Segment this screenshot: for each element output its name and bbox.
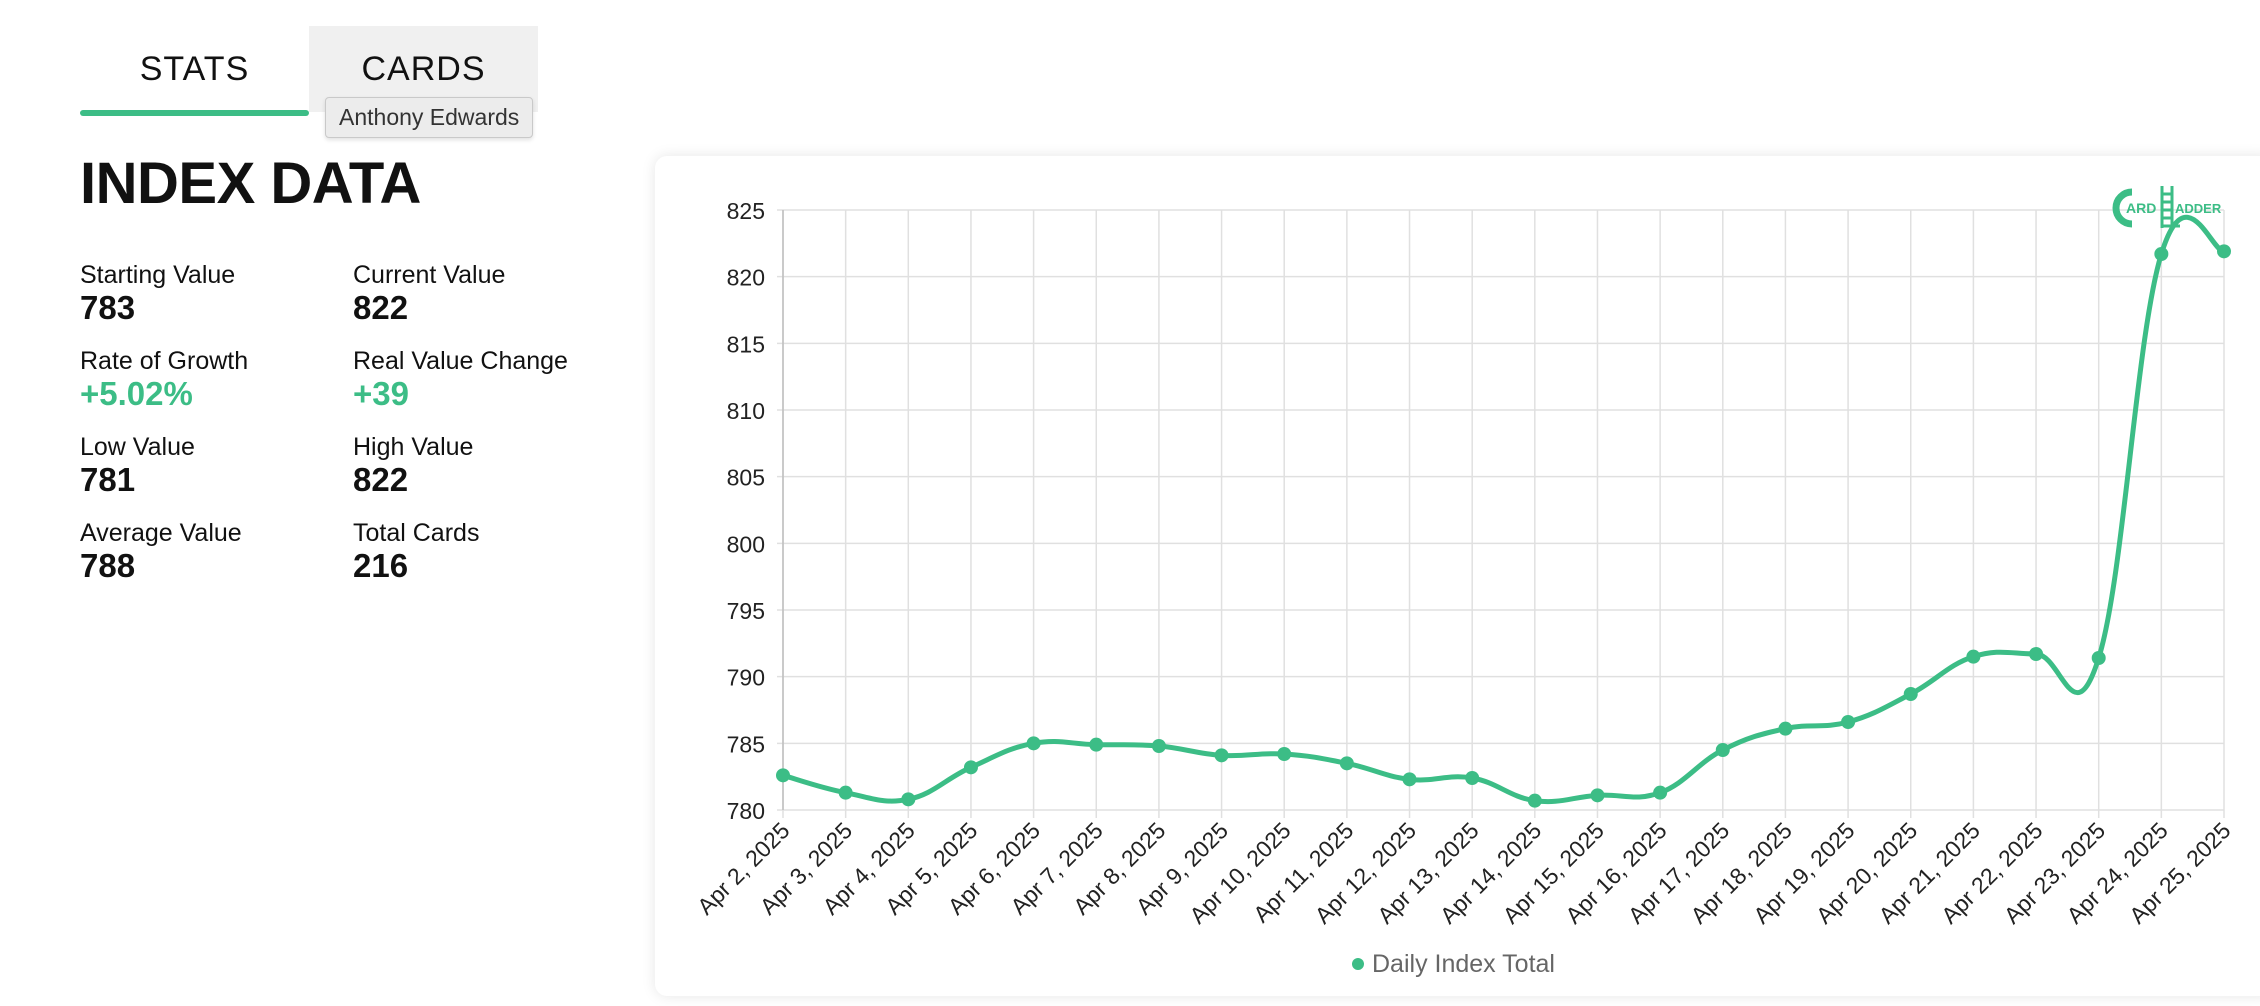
data-point (1903, 687, 1918, 701)
data-point (2217, 244, 2231, 259)
page-title: INDEX DATA (80, 151, 421, 216)
y-tick-label: 810 (727, 398, 765, 424)
stat-label: Current Value (353, 261, 506, 289)
data-point (2091, 651, 2106, 665)
data-point (1527, 793, 1542, 808)
stat-label: Average Value (80, 519, 242, 547)
stat-value: 216 (353, 547, 409, 584)
data-point (838, 785, 853, 800)
stat-value: 788 (80, 547, 136, 584)
stat-current-value: Current Value 822 (353, 260, 505, 326)
stat-value: +5.02% (80, 375, 193, 412)
y-tick-label: 790 (727, 665, 765, 691)
data-point (1841, 715, 1856, 729)
stat-label: High Value (353, 433, 474, 461)
data-point (1277, 747, 1292, 761)
data-point (963, 760, 978, 775)
logo-text-right: ADDER (2175, 201, 2222, 216)
ladder-icon (2160, 186, 2180, 228)
data-point (1151, 739, 1166, 753)
data-point (901, 792, 916, 807)
stat-label: Starting Value (80, 261, 236, 289)
chart-card (655, 156, 2260, 996)
data-point (1715, 743, 1730, 757)
data-point (2154, 247, 2169, 261)
stat-value: 783 (80, 289, 136, 326)
stat-value: +39 (353, 375, 409, 412)
data-point (2029, 647, 2044, 661)
data-point (1402, 772, 1417, 787)
stat-low-value: Low Value 781 (80, 432, 195, 498)
y-tick-label: 820 (727, 265, 765, 291)
stat-average-value: Average Value 788 (80, 518, 242, 584)
data-point (1465, 771, 1480, 785)
stat-label: Real Value Change (353, 347, 568, 375)
stat-starting-value: Starting Value 783 (80, 260, 235, 326)
stat-rate-of-growth: Rate of Growth +5.02% (80, 346, 248, 412)
player-tooltip: Anthony Edwards (325, 97, 534, 138)
stat-real-value-change: Real Value Change +39 (353, 346, 568, 412)
data-point (1089, 737, 1104, 752)
data-point (1966, 649, 1981, 664)
stat-value: 781 (80, 461, 136, 498)
y-tick-label: 815 (727, 331, 765, 357)
y-tick-label: 825 (727, 198, 765, 224)
active-tab-indicator (80, 110, 309, 116)
y-tick-label: 785 (727, 731, 765, 757)
tab-stats[interactable]: STATS (139, 49, 250, 88)
data-point (1214, 748, 1229, 763)
y-tick-label: 780 (727, 798, 765, 824)
data-point (1653, 785, 1668, 800)
legend-label: Daily Index Total (1372, 950, 1555, 978)
stat-label: Rate of Growth (80, 347, 249, 375)
data-point (1778, 721, 1793, 736)
stat-total-cards: Total Cards 216 (353, 518, 479, 584)
logo-text-left: ARD (2126, 200, 2156, 216)
stat-value: 822 (353, 461, 409, 498)
stat-value: 822 (353, 289, 409, 326)
data-point (1026, 736, 1041, 751)
y-tick-label: 800 (727, 531, 765, 557)
y-tick-label: 795 (727, 598, 765, 624)
logo-c-shape (2112, 188, 2133, 228)
y-tick-label: 805 (727, 465, 765, 491)
card-ladder-logo: ARD ADDER (2112, 186, 2222, 228)
series-line-daily-index-total (782, 214, 2225, 805)
legend-marker (1352, 958, 1364, 970)
stat-label: Total Cards (353, 519, 480, 547)
data-point (1339, 756, 1354, 771)
data-point (776, 768, 790, 783)
stat-label: Low Value (80, 433, 195, 461)
stat-high-value: High Value 822 (353, 432, 473, 498)
data-point (1590, 788, 1605, 803)
